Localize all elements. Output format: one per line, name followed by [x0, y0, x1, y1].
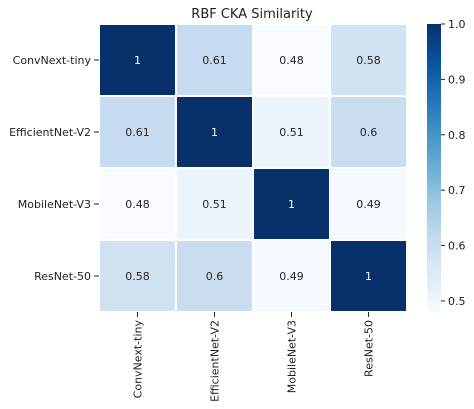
cell-value-label: 1 — [211, 126, 218, 139]
x-tick-label: MobileNet-V3 — [286, 320, 299, 393]
heatmap-cell — [175, 95, 254, 169]
heatmap-cell — [329, 239, 408, 313]
cell-value-label: 1 — [365, 270, 372, 283]
x-tick-label: ConvNext-tiny — [132, 320, 145, 399]
cell-value-label: 0.58 — [125, 270, 150, 283]
heatmap-cell — [175, 239, 254, 313]
cell-value-label: 0.61 — [202, 54, 227, 67]
colorbar-tick-label: 0.8 — [448, 129, 466, 142]
heatmap-cell — [175, 23, 254, 97]
cell-value-label: 0.51 — [279, 126, 304, 139]
cell-value-label: 0.58 — [356, 54, 381, 67]
y-tick-label: ResNet-50 — [34, 270, 91, 283]
colorbar — [427, 24, 441, 312]
colorbar-tick-label: 0.7 — [448, 184, 466, 197]
cell-value-label: 0.51 — [202, 198, 227, 211]
heatmap-cell — [329, 23, 408, 97]
heatmap-cell — [175, 167, 254, 241]
cell-value-label: 0.48 — [279, 54, 304, 67]
cell-value-label: 0.6 — [360, 126, 378, 139]
cell-value-label: 1 — [288, 198, 295, 211]
cell-value-label: 0.49 — [356, 198, 381, 211]
y-tick-label: MobileNet-V3 — [18, 198, 91, 211]
heatmap-cell — [329, 95, 408, 169]
cell-value-label: 0.48 — [125, 198, 150, 211]
y-tick-label: EfficientNet-V2 — [9, 126, 91, 139]
cell-value-label: 0.61 — [125, 126, 150, 139]
chart-title: RBF CKA Similarity — [191, 7, 313, 22]
cell-value-label: 1 — [134, 54, 141, 67]
y-tick-label: ConvNext-tiny — [13, 54, 92, 67]
colorbar-tick-label: 0.6 — [448, 240, 466, 253]
colorbar-tick-label: 1.0 — [448, 18, 466, 31]
cell-value-label: 0.6 — [206, 270, 224, 283]
colorbar-tick-label: 0.5 — [448, 295, 466, 308]
heatmap-cell — [329, 167, 408, 241]
x-tick-label: EfficientNet-V2 — [209, 320, 222, 402]
x-tick-label: ResNet-50 — [363, 320, 376, 377]
colorbar-tick-label: 0.9 — [448, 73, 466, 86]
cell-value-label: 0.49 — [279, 270, 304, 283]
